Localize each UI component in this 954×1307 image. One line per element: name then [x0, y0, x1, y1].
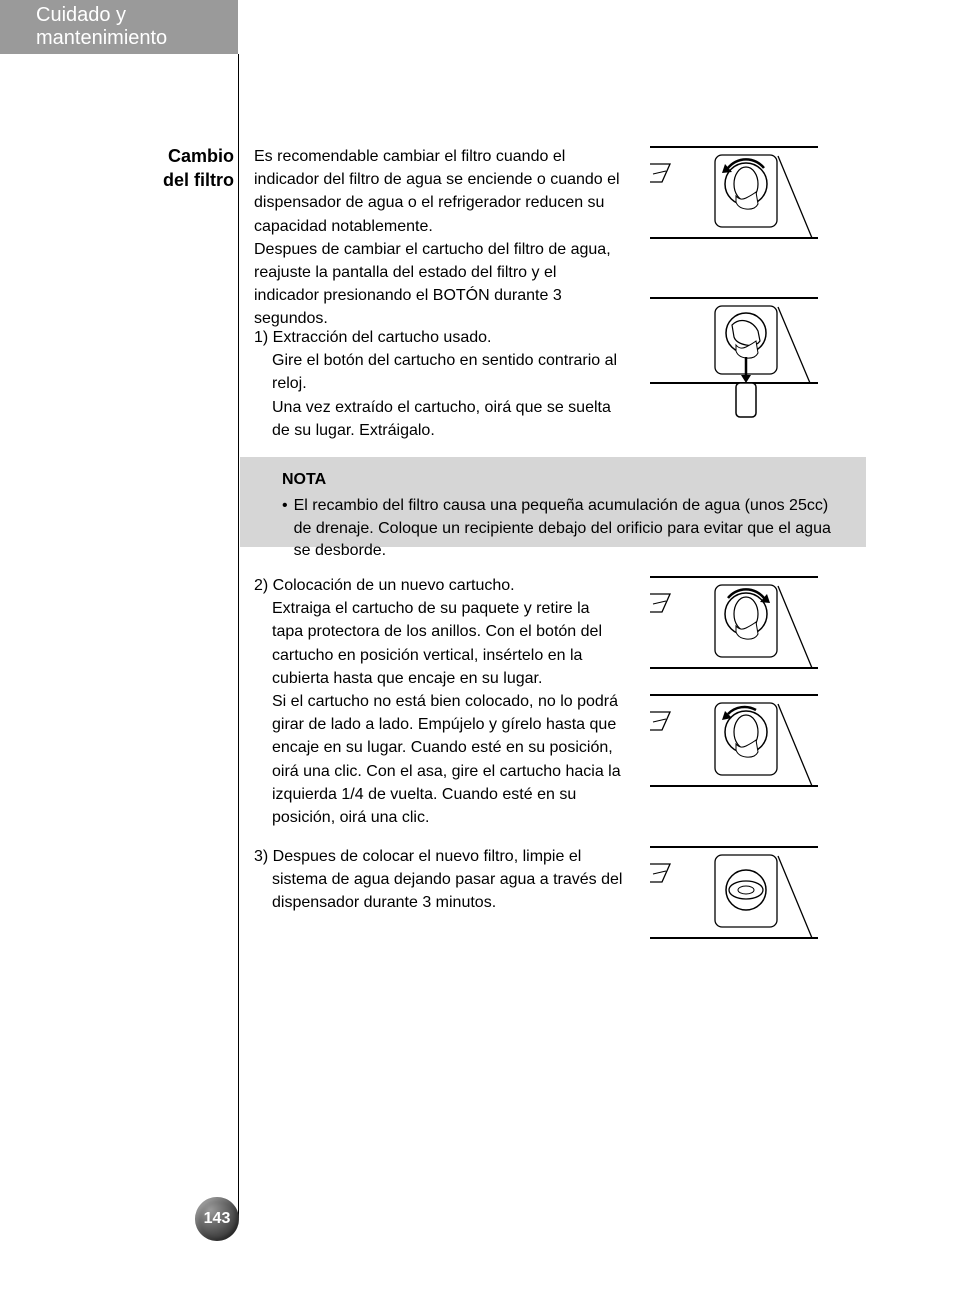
page-number-badge: 143	[195, 1197, 239, 1241]
note-box: NOTA • El recambio del filtro causa una …	[240, 457, 866, 547]
subsection-title: Cambio del filtro	[140, 144, 234, 193]
filter-diagram-insert-rotate	[650, 576, 818, 670]
chapter-title: Cuidado y mantenimiento	[36, 4, 238, 50]
filter-diagram-closed	[650, 846, 818, 940]
chapter-header: Cuidado y mantenimiento	[0, 0, 238, 54]
step-1: 1) Extracción del cartucho usado. Gire e…	[254, 326, 624, 442]
step-2: 2) Colocación de un nuevo cartucho. Extr…	[254, 574, 624, 829]
note-item: • El recambio del filtro causa una peque…	[282, 495, 844, 562]
filter-diagram-lock	[650, 694, 818, 788]
filter-diagram-remove	[650, 146, 818, 240]
note-title: NOTA	[282, 469, 844, 491]
vertical-divider	[238, 54, 239, 1218]
step-3: 3) Despues de colocar el nuevo filtro, l…	[254, 845, 624, 915]
filter-diagram-pull-out	[650, 297, 818, 427]
intro-paragraph: Es recomendable cambiar el filtro cuando…	[254, 145, 624, 331]
